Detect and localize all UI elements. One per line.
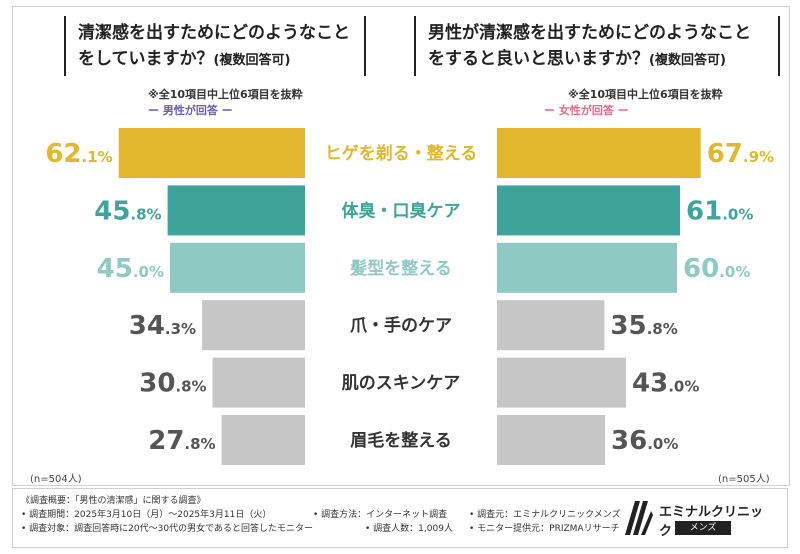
left-bar-1 [118,128,305,178]
left-value-label-6: 27.8% [148,426,215,456]
left-question-suffix: (複数回答可) [213,53,291,68]
right-respondent-label: ー 女性が回答 ー [544,104,629,117]
footer-source: • 調査元：エミナルクリニックメンズ [469,510,621,520]
right-value-label-4: 35.8% [610,311,677,341]
category-label-2: 体臭・口臭ケア [342,200,461,221]
clinic-logo: エミナルクリニック メンズ [623,499,773,539]
left-sample-size: (n=504人) [30,474,82,485]
right-value-label-2: 61.0% [686,196,753,226]
footer-title: 《調査概要：「男性の清潔感」に関する調査》 [21,496,206,506]
right-value-label-6: 36.0% [611,426,678,456]
right-question: 男性が清潔感を出すためにどのようなことをすると良いと思いますか？ [428,23,751,69]
left-value-label-3: 45.0% [97,254,164,284]
right-bar-2 [497,185,680,236]
right-value-label-3: 60.0% [683,254,750,284]
left-note: ※全10項目中上位6項目を抜粋 [148,88,303,101]
category-label-6: 眉毛を整える [350,430,452,451]
right-value-label-5: 43.0% [632,369,699,399]
left-value-label-4: 34.3% [129,311,196,341]
left-bar-5 [212,357,305,408]
right-question-suffix: (複数回答可) [649,53,726,68]
category-label-1: ヒゲを剃る・整える [325,143,478,164]
right-note: ※全10項目中上位6項目を抜粋 [568,88,723,101]
logo-sub: メンズ [675,521,731,535]
footer-provider: • モニター提供元：PRIZMAリサーチ [469,524,620,534]
right-bar-3 [497,242,677,293]
right-bar-4 [497,300,605,351]
left-question: 清潔感を出すためにどのようなことをしていますか？ [78,23,350,69]
logo-name: エミナルクリニック [659,505,764,539]
footer-method: • 調査方法：インターネット調査 [313,510,448,520]
left-bar-3 [170,242,305,293]
right-bar-1 [497,128,701,178]
left-value-label-2: 45.8% [94,196,161,226]
left-value-label-5: 30.8% [139,369,206,399]
right-bar-6 [497,415,605,465]
right-bar-5 [497,357,626,408]
left-question-box: 清潔感を出すためにどのようなことをしていますか？(複数回答可) [64,16,366,76]
clinic-logo-icon [625,501,653,535]
survey-footer: 《調査概要：「男性の清潔感」に関する調査》 • 調査期間：2025年3月10日（… [12,488,788,548]
category-label-3: 髪型を整える [349,258,452,279]
right-value-label-1: 67.9% [707,139,774,169]
footer-target: • 調査対象：調査回答時に20代〜30代の男女であると回答したモニター [21,524,313,534]
left-value-label-1: 62.1% [45,139,112,169]
footer-period: • 調査期間：2025年3月10日（月）〜2025年3月11日（火） [21,510,272,520]
left-respondent-label: ー 男性が回答 ー [148,104,233,117]
left-bar-4 [202,300,305,351]
right-question-box: 男性が清潔感を出すためにどのようなことをすると良いと思いますか？(複数回答可) [414,16,780,76]
footer-count: • 調査人数：1,009人 [365,524,453,534]
right-sample-size: (n=505人) [718,474,770,485]
left-bar-2 [167,185,305,236]
category-label-4: 爪・手のケア [350,315,452,336]
left-bar-6 [221,415,305,465]
category-label-5: 肌のスキンケア [342,374,461,394]
